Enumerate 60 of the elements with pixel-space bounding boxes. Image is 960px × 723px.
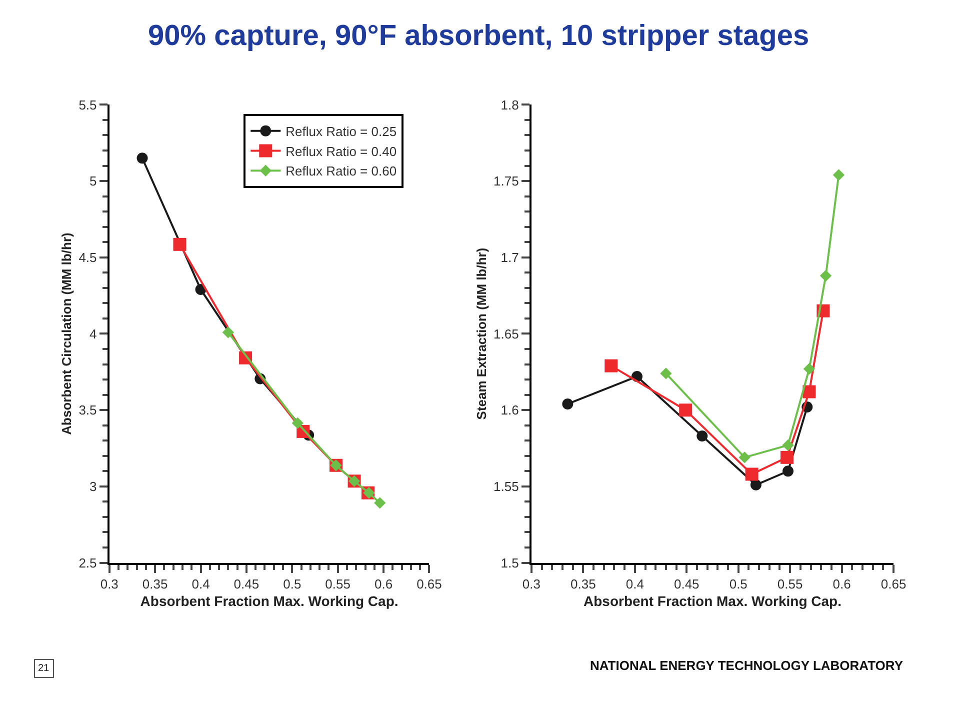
x-tick-label: 0.4: [626, 576, 644, 592]
y-tick-label: 2.5: [78, 555, 97, 570]
point: [782, 466, 794, 477]
point: [803, 363, 816, 375]
point: [820, 270, 832, 282]
point: [782, 439, 794, 452]
point: [696, 430, 708, 442]
text: 21: [38, 663, 50, 674]
x-tick-label: 0.3: [100, 576, 118, 592]
x-tick-label: 0.35: [570, 576, 596, 592]
x-tick-label: 0.5: [283, 576, 302, 592]
legend-label: Reflux Ratio = 0.60: [286, 164, 397, 179]
x-tick-label: 0.45: [234, 576, 260, 592]
point: [173, 238, 186, 251]
x-axis-title: Absorbent Fraction Max. Working Cap.: [584, 593, 842, 610]
y-tick-label: 4: [90, 326, 97, 342]
point: [374, 497, 386, 509]
y-tick-label: 1.7: [500, 250, 519, 265]
point: [738, 452, 750, 464]
x-tick-label: 0.6: [832, 576, 851, 592]
point: [222, 326, 234, 338]
y-tick-label: 1.75: [494, 174, 519, 189]
y-tick-label: 5.5: [78, 97, 97, 112]
point: [679, 404, 692, 417]
x-tick-label: 0.6: [374, 576, 393, 592]
y-tick-label: 1.5: [500, 555, 519, 570]
y-tick-label: 1.8: [500, 97, 519, 112]
text: NATIONAL ENERGY TECHNOLOGY LABORATORY: [590, 658, 904, 673]
x-tick-label: 0.65: [880, 576, 906, 592]
point: [832, 169, 845, 181]
legend-label: Reflux Ratio = 0.40: [286, 144, 397, 159]
point: [660, 368, 672, 380]
y-axis-title: Absorbent Circulation (MM lb/hr): [59, 232, 74, 435]
point: [136, 152, 148, 164]
x-axis-title: Absorbent Fraction Max. Working Cap.: [140, 593, 398, 610]
x-tick-label: 0.4: [192, 576, 210, 592]
point: [292, 417, 304, 429]
y-tick-label: 3: [90, 478, 97, 494]
y-tick-label: 1.6: [500, 402, 519, 418]
x-tick-label: 0.55: [325, 576, 350, 592]
x-tick-label: 0.65: [416, 576, 442, 592]
chart-title: 90% capture, 90°F absorbent, 10 stripper stages: [148, 20, 810, 52]
x-tick-label: 0.35: [142, 576, 168, 592]
x-tick-label: 0.55: [777, 576, 803, 592]
y-tick-label: 3.5: [78, 402, 97, 418]
y-tick-label: 1.65: [494, 326, 519, 342]
point: [745, 468, 758, 481]
point: [604, 359, 618, 372]
x-tick-label: 0.5: [729, 576, 748, 592]
y-tick-label: 5: [90, 174, 97, 189]
point: [780, 450, 794, 464]
legend-label: Reflux Ratio = 0.25: [286, 124, 397, 139]
x-tick-label: 0.3: [522, 576, 541, 592]
point: [750, 479, 762, 490]
x-tick-label: 0.45: [674, 576, 700, 592]
y-tick-label: 1.55: [494, 478, 519, 494]
point: [562, 398, 574, 410]
y-axis-title: Steam Extraction (MM lb/hr): [474, 248, 490, 420]
point: [802, 385, 816, 398]
y-tick-label: 4.5: [78, 250, 97, 265]
